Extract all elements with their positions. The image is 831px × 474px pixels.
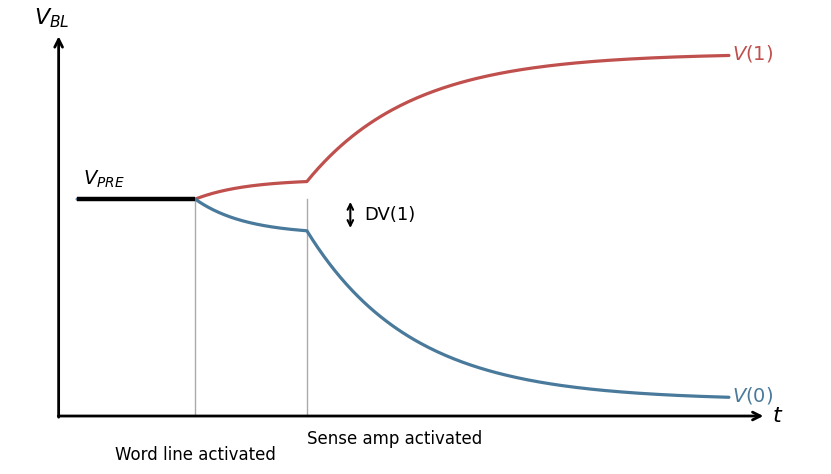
Text: $V(1)$: $V(1)$ [732,43,774,64]
Text: DV(1): DV(1) [364,206,416,224]
Text: $t$: $t$ [772,406,784,426]
Text: Word line activated: Word line activated [115,446,276,464]
Text: $V_{PRE}$: $V_{PRE}$ [83,169,125,191]
Text: $V(0)$: $V(0)$ [732,385,774,406]
Text: Sense amp activated: Sense amp activated [307,430,482,448]
Text: $V_{BL}$: $V_{BL}$ [34,6,70,29]
